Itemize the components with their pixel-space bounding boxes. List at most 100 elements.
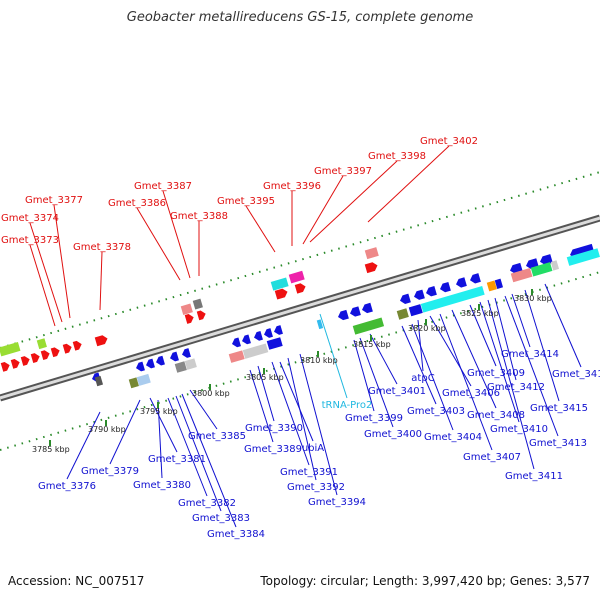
forward_labels-label[interactable]: Gmet_3377 <box>25 195 83 206</box>
reverse_labels-connector <box>287 357 317 481</box>
reverse_labels-label[interactable]: Gmet_3415 <box>530 403 588 414</box>
reverse_labels-label[interactable]: Gmet_3413 <box>529 438 587 449</box>
reverse_labels-label[interactable]: Gmet_3410 <box>490 424 548 435</box>
reverse_labels-label[interactable]: Gmet_3411 <box>505 471 563 482</box>
backbone-inner <box>0 216 600 400</box>
forward-gene <box>184 314 194 324</box>
scale-label: 3795 kbp <box>140 407 178 416</box>
reverse-feature <box>408 304 423 317</box>
forward_labels-connector <box>367 145 450 223</box>
reverse-gene <box>156 355 165 366</box>
forward-gene <box>40 350 50 361</box>
forward_labels-label[interactable]: Gmet_3388 <box>170 211 228 222</box>
forward-gene <box>294 283 306 294</box>
forward_labels-label[interactable]: Gmet_3378 <box>73 242 131 253</box>
reverse_labels-label[interactable]: Gmet_3376 <box>38 481 96 492</box>
reverse_labels-label[interactable]: Gmet_3404 <box>424 432 482 443</box>
reverse-gene <box>470 273 481 284</box>
reverse-gene <box>456 277 467 288</box>
reverse_labels-label[interactable]: Gmet_3384 <box>207 529 265 540</box>
forward_labels-label[interactable]: Gmet_3402 <box>420 136 478 147</box>
reverse_labels-connector <box>469 304 497 367</box>
reverse_labels-connector <box>167 397 208 497</box>
scale-label: 3800 kbp <box>192 389 230 398</box>
reverse_labels-connector <box>279 361 314 442</box>
forward-gene <box>274 288 288 300</box>
reverse_labels-label[interactable]: Gmet_3379 <box>81 466 139 477</box>
reverse_labels-label[interactable]: Gmet_3403 <box>407 406 465 417</box>
reverse-feature <box>566 248 600 266</box>
trna-feature <box>316 319 324 330</box>
reverse_labels-label[interactable]: Gmet_3382 <box>178 498 236 509</box>
reverse_labels-label[interactable]: Gmet_3407 <box>463 452 521 463</box>
reverse_labels-connector <box>157 399 163 479</box>
trna_labels-label[interactable]: tRNA-Pro2 <box>322 400 373 411</box>
forward_labels-label[interactable]: Gmet_3397 <box>314 166 372 177</box>
forward_labels-connector <box>245 205 276 253</box>
reverse-feature <box>174 361 187 373</box>
reverse-feature <box>136 373 151 386</box>
reverse_labels-connector <box>359 337 394 428</box>
reverse-feature <box>228 350 245 363</box>
reverse_labels-connector <box>544 283 582 368</box>
reverse-gene <box>440 281 451 293</box>
reverse_labels-label[interactable]: Gmet_3400 <box>364 429 422 440</box>
outer-dotted-track <box>0 171 600 349</box>
reverse_labels-connector <box>504 295 559 437</box>
forward_labels-label[interactable]: Gmet_3395 <box>217 196 275 207</box>
forward-gene <box>196 310 206 321</box>
reverse-gene <box>426 286 437 297</box>
reverse_labels-label[interactable]: Gmet_3399 <box>345 413 403 424</box>
reverse_labels-connector <box>417 319 424 372</box>
reverse_labels-label[interactable]: Gmet_3392 <box>287 482 345 493</box>
reverse_labels-connector <box>429 315 472 387</box>
reverse_labels-label[interactable]: Gmet_3390 <box>245 423 303 434</box>
forward_labels-label[interactable]: Gmet_3374 <box>1 213 59 224</box>
reverse_labels-label[interactable]: Gmet_3416 <box>552 369 600 380</box>
trna_labels-connector <box>319 313 348 399</box>
reverse_labels-connector <box>299 353 338 496</box>
reverse_labels-label[interactable]: Gmet_3401 <box>368 386 426 397</box>
reverse_labels-label[interactable]: Gmet_3394 <box>308 497 366 508</box>
scale-label: 3805 kbp <box>246 373 284 382</box>
forward_labels-label[interactable]: Gmet_3373 <box>1 235 59 246</box>
reverse_labels-label[interactable]: Gmet_3385 <box>188 431 246 442</box>
reverse_labels-label[interactable]: Gmet_3389 <box>244 444 302 455</box>
reverse_labels-connector <box>511 293 531 348</box>
reverse-gene <box>274 325 283 335</box>
forward-gene <box>50 347 60 358</box>
reverse_labels-label[interactable]: Gmet_3383 <box>192 513 250 524</box>
reverse_labels-connector <box>189 389 218 430</box>
reverse_labels-label[interactable]: ubiA <box>302 443 324 454</box>
scale-label: 3815 kbp <box>353 340 391 349</box>
reverse-gene <box>338 309 349 321</box>
reverse_labels-label[interactable]: Gmet_3391 <box>280 467 338 478</box>
reverse_labels-connector <box>487 299 535 470</box>
forward_labels-label[interactable]: Gmet_3396 <box>263 181 321 192</box>
reverse_labels-label[interactable]: Gmet_3414 <box>501 349 559 360</box>
reverse_labels-label[interactable]: Gmet_3409 <box>467 368 525 379</box>
forward-feature <box>270 277 289 291</box>
reverse-gene <box>362 302 373 314</box>
reverse_labels-label[interactable]: atpC <box>411 373 434 384</box>
forward_labels-label[interactable]: Gmet_3386 <box>108 198 166 209</box>
reverse_labels-label[interactable]: Gmet_3381 <box>148 454 206 465</box>
scale-label: 3785 kbp <box>32 445 70 454</box>
reverse_labels-label[interactable]: Gmet_3412 <box>487 382 545 393</box>
reverse_labels-label[interactable]: Gmet_3380 <box>133 480 191 491</box>
forward-feature <box>288 270 305 284</box>
label-lines <box>29 145 582 528</box>
reverse_labels-label[interactable]: Gmet_3406 <box>442 388 500 399</box>
reverse-feature <box>550 260 560 271</box>
reverse-gene <box>146 358 155 369</box>
forward_labels-label[interactable]: Gmet_3387 <box>134 181 192 192</box>
forward_labels-label[interactable]: Gmet_3398 <box>368 151 426 162</box>
reverse_labels-connector <box>411 323 454 431</box>
accession-text: Accession: NC_007517 <box>8 574 145 588</box>
forward_labels-connector <box>309 160 398 243</box>
reverse-gene <box>170 351 179 362</box>
reverse-feature <box>94 375 104 387</box>
reverse_labels-label[interactable]: Gmet_3408 <box>467 410 525 421</box>
reverse_labels-connector <box>524 289 560 402</box>
